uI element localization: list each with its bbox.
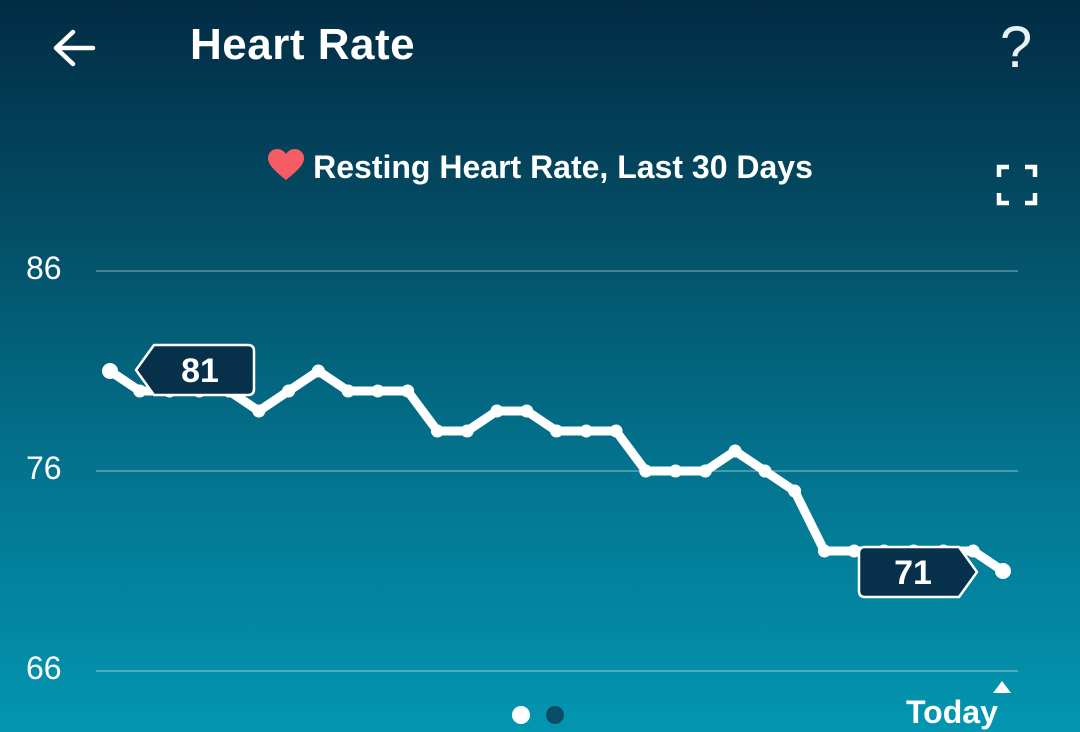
data-point[interactable] (401, 384, 415, 398)
data-point[interactable] (460, 424, 474, 438)
data-point[interactable] (341, 384, 355, 398)
data-point[interactable] (490, 404, 504, 418)
y-tick-label: 66 (26, 650, 62, 686)
data-point[interactable] (579, 424, 593, 438)
data-point[interactable] (520, 404, 534, 418)
data-point[interactable] (847, 544, 861, 558)
top-bar: Heart Rate ? (0, 0, 1080, 100)
data-point[interactable] (252, 404, 266, 418)
y-tick-label: 76 (26, 450, 62, 486)
heart-icon (268, 149, 305, 180)
expand-button[interactable] (996, 164, 1038, 206)
data-point[interactable] (609, 424, 623, 438)
x-end-label: Today (906, 694, 998, 730)
chart-title-row: Resting Heart Rate, Last 30 Days (0, 148, 1080, 186)
value-callout: 81 (134, 343, 256, 397)
data-point[interactable] (133, 384, 147, 398)
data-point[interactable] (669, 464, 683, 478)
data-point[interactable] (371, 384, 385, 398)
page-dot-active[interactable] (512, 706, 530, 724)
data-point[interactable] (430, 424, 444, 438)
chart-title: Resting Heart Rate, Last 30 Days (313, 149, 813, 185)
expand-icon (996, 164, 1038, 206)
page-indicator (512, 706, 564, 724)
data-point[interactable] (282, 384, 296, 398)
data-point[interactable] (102, 363, 118, 379)
data-point[interactable] (728, 444, 742, 458)
arrow-left-icon (53, 29, 96, 67)
data-point[interactable] (995, 563, 1011, 579)
help-button[interactable]: ? (999, 15, 1033, 80)
back-button[interactable] (48, 22, 100, 74)
data-point[interactable] (966, 544, 980, 558)
data-point[interactable] (788, 484, 802, 498)
callout-value: 71 (894, 554, 932, 592)
data-point[interactable] (698, 464, 712, 478)
callout-bubble (857, 545, 979, 599)
data-point[interactable] (311, 364, 325, 378)
data-point[interactable] (758, 464, 772, 478)
page-dot[interactable] (546, 706, 564, 724)
page-title: Heart Rate (190, 20, 416, 69)
data-point[interactable] (817, 544, 831, 558)
data-point[interactable] (550, 424, 563, 438)
callout-value: 81 (181, 352, 219, 390)
y-tick-label: 86 (26, 250, 62, 286)
callout-bubble (134, 343, 256, 397)
data-point[interactable] (639, 464, 653, 478)
value-callout: 71 (857, 545, 979, 599)
today-marker-icon (993, 681, 1011, 693)
